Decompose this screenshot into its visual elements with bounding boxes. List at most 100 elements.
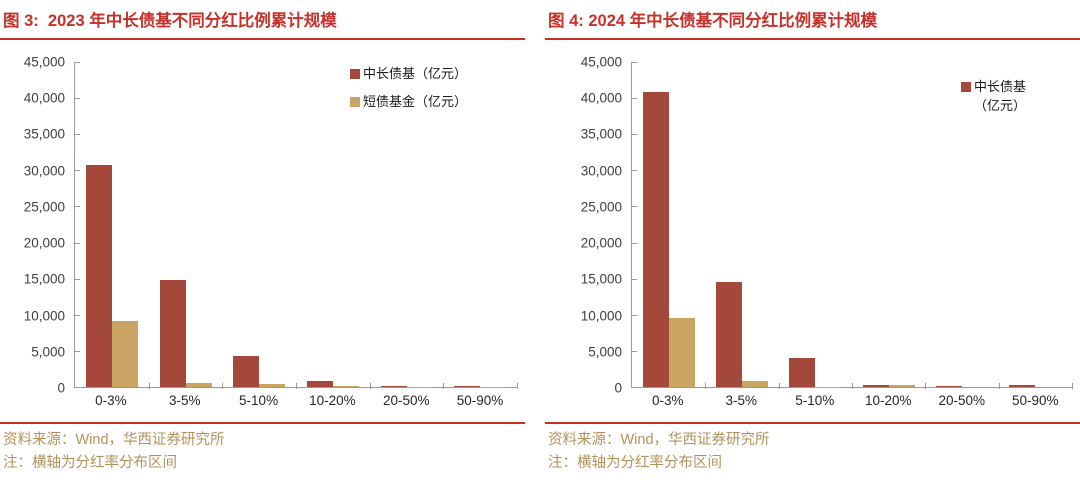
x-tick-mark — [852, 383, 853, 389]
y-tick-mark — [632, 206, 637, 208]
legend-entry: 中长债基 （亿元） — [960, 78, 1026, 114]
bar-group-10-20% — [296, 62, 370, 387]
source-rule — [545, 422, 1080, 424]
note-text: 注：横轴为分红率分布区间 — [548, 455, 722, 471]
x-tick-mark — [705, 383, 707, 389]
legend-line: 中长债基 — [960, 78, 1026, 95]
y-tick-mark — [75, 170, 80, 172]
bar-中长债基（亿元）-50-90% — [454, 385, 481, 387]
y-tick-mark — [632, 314, 637, 316]
bar-group-10-20% — [852, 62, 925, 387]
figures-row: 图 3: 2023 年中长债基不同分红比例累计规模 45,000 40,000 35… — [0, 0, 1080, 473]
figure-3-2023-chart: 图 3: 2023 年中长债基不同分红比例累计规模 45,000 40,000 35… — [0, 0, 525, 473]
x-tick-label: 5-10% — [239, 393, 279, 408]
legend: 中长债基 （亿元） — [960, 78, 1026, 114]
legend-line: （亿元） — [974, 97, 1026, 114]
y-tick-label: 20,000 — [580, 235, 622, 251]
bar-中长债基（亿元）-3-5% — [159, 280, 186, 387]
legend-swatch — [349, 68, 360, 79]
y-tick-mark — [632, 387, 637, 388]
bar-group-5-10% — [779, 62, 852, 387]
legend-swatch — [349, 96, 360, 107]
y-tick-mark — [75, 242, 80, 244]
y-axis-labels: 45,000 40,000 35,000 30,000 25,000 20,000 15,0… — [545, 55, 631, 396]
x-tick-label: 0-3% — [651, 393, 684, 408]
bar-chart-2024: 45,000 40,000 35,000 30,000 25,000 20,000 15,0… — [545, 55, 1080, 408]
bar-中长债基（亿元）-0-3% — [85, 165, 112, 387]
bar-group-5-10% — [222, 62, 296, 387]
legend-line: 短债基金（亿元） — [349, 93, 467, 110]
bar-groups — [75, 62, 517, 387]
bar-中长债基（亿元）-5-10% — [233, 355, 260, 387]
chart-plot-row: 45,000 40,000 35,000 30,000 25,000 20,000 15,0… — [545, 55, 1073, 396]
bar-短债基金（亿元）-0-3% — [668, 318, 695, 387]
x-tick-mark — [222, 383, 224, 389]
x-tick-label: 50-90% — [1011, 393, 1059, 408]
y-tick-mark — [75, 314, 80, 316]
y-tick-label: 25,000 — [23, 199, 65, 215]
y-tick-label: 5,000 — [588, 344, 622, 360]
y-tick-mark — [75, 98, 80, 100]
bar-中长债基（亿元）-5-10% — [789, 358, 816, 387]
x-tick-mark — [998, 383, 1000, 389]
y-tick-label: 0 — [614, 380, 622, 396]
y-tick-mark — [75, 278, 80, 280]
y-tick-mark — [632, 98, 637, 100]
bar-group-0-3% — [632, 62, 705, 387]
y-tick-label: 5,000 — [31, 344, 65, 360]
y-tick-mark — [632, 350, 637, 352]
legend-entry: 短债基金（亿元） — [349, 93, 467, 110]
x-tick-label: 0-3% — [95, 393, 127, 408]
x-axis-labels: 0-3% 3-5% 5-10% 10-20% 20-50% 50-90% — [74, 393, 517, 408]
bar-短债基金（亿元）-3-5% — [741, 380, 768, 387]
y-tick-mark — [632, 170, 637, 172]
bar-中长债基（亿元）-3-5% — [715, 281, 742, 387]
y-tick-mark — [75, 350, 80, 352]
figure-4-2024-chart: 图 4: 2024 年中长债基不同分红比例累计规模 45,000 40,000 35… — [545, 0, 1080, 473]
bar-group-50-90% — [999, 62, 1072, 387]
legend-label: 中长债基 — [973, 79, 1026, 94]
bar-group-3-5% — [705, 62, 778, 387]
title-rule — [545, 38, 1080, 40]
x-tick-label: 3-5% — [725, 393, 757, 408]
y-tick-label: 45,000 — [23, 54, 65, 70]
bar-短债基金（亿元）-5-10% — [259, 384, 286, 387]
x-axis-labels: 0-3% 3-5% 5-10% 10-20% 20-50% 50-90% — [631, 393, 1072, 408]
title-rule — [0, 38, 525, 40]
source-rule — [0, 422, 525, 424]
x-tick-mark — [925, 383, 927, 389]
y-tick-label: 40,000 — [23, 90, 65, 106]
y-tick-label: 10,000 — [23, 308, 65, 324]
bar-中长债基（亿元）-0-3% — [642, 91, 669, 387]
legend-label: （亿元） — [973, 98, 1026, 113]
y-tick-mark — [75, 206, 80, 208]
bar-group-3-5% — [149, 62, 223, 387]
legend-line: 中长债基（亿元） — [349, 65, 467, 82]
bar-groups — [632, 62, 1072, 387]
legend-entry: 中长债基（亿元） — [349, 65, 467, 82]
x-tick-mark — [369, 383, 371, 389]
bar-短债基金（亿元）-10-20% — [332, 386, 359, 387]
y-tick-label: 10,000 — [580, 308, 622, 324]
y-tick-mark — [75, 134, 80, 136]
y-tick-label: 30,000 — [23, 163, 65, 179]
source-text: 资料来源：Wind，华西证券研究所 — [548, 432, 770, 448]
y-tick-mark — [632, 62, 637, 63]
bar-短债基金（亿元）-3-5% — [185, 382, 212, 387]
y-tick-label: 45,000 — [580, 54, 622, 70]
x-tick-label: 20-50% — [382, 393, 430, 408]
bar-group-0-3% — [75, 62, 149, 387]
y-tick-mark — [632, 134, 637, 136]
x-tick-mark — [517, 383, 518, 389]
y-tick-label: 35,000 — [23, 126, 65, 142]
x-tick-mark — [296, 383, 297, 389]
plot-area: 中长债基（亿元） 短债基金（亿元） — [74, 62, 518, 389]
bar-中长债基（亿元）-10-20% — [306, 381, 333, 387]
y-tick-label: 25,000 — [580, 199, 622, 215]
y-tick-label: 15,000 — [23, 271, 65, 287]
source-text: 资料来源：Wind，华西证券研究所 — [3, 432, 225, 448]
bar-group-50-90% — [443, 62, 517, 387]
bar-group-20-50% — [925, 62, 998, 387]
figure-title: 图 3: 2023 年中长债基不同分红比例累计规模 — [3, 12, 337, 30]
legend-swatch — [960, 81, 971, 92]
